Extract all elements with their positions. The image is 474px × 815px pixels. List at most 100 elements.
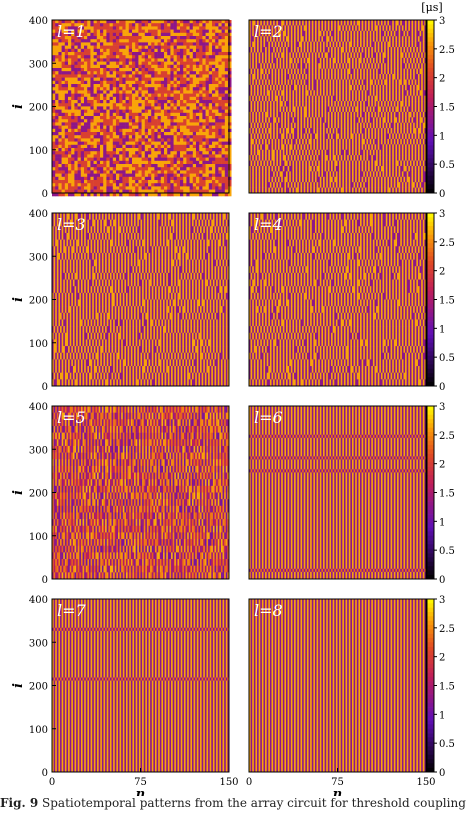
heatmap-cell xyxy=(327,25,330,32)
heatmap-cell xyxy=(84,32,88,37)
heatmap-cell xyxy=(93,42,98,46)
heatmap-cell xyxy=(289,79,292,86)
heatmap-cell xyxy=(202,132,206,136)
heatmap-cell xyxy=(249,95,251,102)
heatmap-cell xyxy=(109,32,114,37)
heatmap-cell xyxy=(93,64,98,69)
heatmap-cell xyxy=(52,32,56,37)
heatmap-cell xyxy=(358,90,361,96)
heatmap-cell xyxy=(302,106,305,113)
heatmap-cell xyxy=(218,119,222,123)
heatmap-cell xyxy=(212,141,216,146)
heatmap-cell xyxy=(173,80,178,85)
heatmap-cell xyxy=(199,93,203,98)
heatmap-cell xyxy=(80,141,85,146)
heatmap-cell xyxy=(358,74,361,80)
heatmap-cell xyxy=(376,20,379,26)
heatmap-cell xyxy=(313,68,316,75)
heatmap-cell xyxy=(310,101,313,107)
heatmap-cell xyxy=(189,135,194,139)
heatmap-cell xyxy=(343,84,346,91)
heatmap-cell xyxy=(164,173,168,178)
heatmap-cell xyxy=(173,160,178,165)
heatmap-cell xyxy=(356,106,359,113)
heatmap-cell xyxy=(55,132,59,136)
heatmap-cell xyxy=(144,128,149,133)
heatmap-cell xyxy=(74,58,78,62)
heatmap-cell xyxy=(311,74,314,80)
heatmap-cell xyxy=(202,96,206,101)
heatmap-cell xyxy=(148,68,152,72)
heatmap-cell xyxy=(132,138,136,142)
heatmap-cell xyxy=(64,192,69,197)
heatmap-cell xyxy=(192,109,197,114)
heatmap-cell xyxy=(403,47,406,53)
heatmap-cell xyxy=(279,95,282,102)
heatmap-cell xyxy=(397,63,399,69)
heatmap-cell xyxy=(74,74,78,78)
heatmap-cell xyxy=(119,32,123,37)
heatmap-cell xyxy=(84,128,88,133)
heatmap-cell xyxy=(196,77,200,82)
heatmap-cell xyxy=(261,25,264,32)
heatmap-cell xyxy=(303,47,306,53)
heatmap-cell xyxy=(128,151,133,155)
heatmap-cell xyxy=(303,106,306,113)
heatmap-cell xyxy=(61,132,66,136)
heatmap-cell xyxy=(384,41,387,48)
heatmap-cell xyxy=(329,41,332,48)
heatmap-cell xyxy=(355,79,358,86)
heatmap-cell xyxy=(366,25,369,32)
heatmap-cell xyxy=(212,68,216,72)
heatmap-cell xyxy=(138,100,142,104)
heatmap-cell xyxy=(398,79,401,86)
heatmap-cell xyxy=(87,180,91,184)
heatmap-cell xyxy=(302,36,305,42)
heatmap-cell xyxy=(128,96,133,101)
heatmap-cell xyxy=(103,119,107,123)
heatmap-cell xyxy=(305,20,308,26)
heatmap-cell xyxy=(180,87,184,91)
heatmap-cell xyxy=(183,71,187,75)
heatmap-cell xyxy=(58,189,62,194)
heatmap-cell xyxy=(224,180,229,184)
heatmap-cell xyxy=(93,58,98,62)
heatmap-cell xyxy=(109,71,114,75)
heatmap-cell xyxy=(138,192,142,197)
heatmap-cell xyxy=(84,109,88,114)
heatmap-cell xyxy=(218,48,222,53)
heatmap-cell xyxy=(284,52,287,59)
heatmap-cell xyxy=(135,55,139,59)
heatmap-cell xyxy=(84,106,88,110)
heatmap-cell xyxy=(87,45,91,50)
heatmap-cell xyxy=(87,55,91,59)
heatmap-cell xyxy=(80,20,85,24)
heatmap-cell xyxy=(84,135,88,139)
heatmap-cell xyxy=(144,26,149,30)
heatmap-cell xyxy=(144,84,149,88)
heatmap-cell xyxy=(253,68,256,75)
heatmap-cell xyxy=(96,96,101,101)
heatmap-cell xyxy=(305,52,308,59)
heatmap-cell xyxy=(141,173,146,178)
heatmap-cell xyxy=(116,74,120,78)
heatmap-cell xyxy=(164,74,168,78)
heatmap-cell xyxy=(96,90,101,94)
heatmap-cell xyxy=(167,112,171,117)
heatmap-cell xyxy=(297,20,300,26)
heatmap-cell xyxy=(157,32,162,37)
heatmap-cell xyxy=(173,116,178,120)
heatmap-cell xyxy=(384,30,387,37)
heatmap-cell xyxy=(372,47,375,53)
heatmap-cell xyxy=(80,39,85,43)
heatmap-cell xyxy=(77,71,82,75)
heatmap-cell xyxy=(409,84,412,91)
heatmap-cell xyxy=(160,87,165,91)
heatmap-cell xyxy=(138,103,142,107)
heatmap-cell xyxy=(183,186,187,190)
heatmap-cell xyxy=(302,30,305,37)
heatmap-cell xyxy=(353,74,356,80)
heatmap-cell xyxy=(334,52,337,59)
heatmap-cell xyxy=(183,48,187,53)
heatmap-cell xyxy=(112,183,117,187)
